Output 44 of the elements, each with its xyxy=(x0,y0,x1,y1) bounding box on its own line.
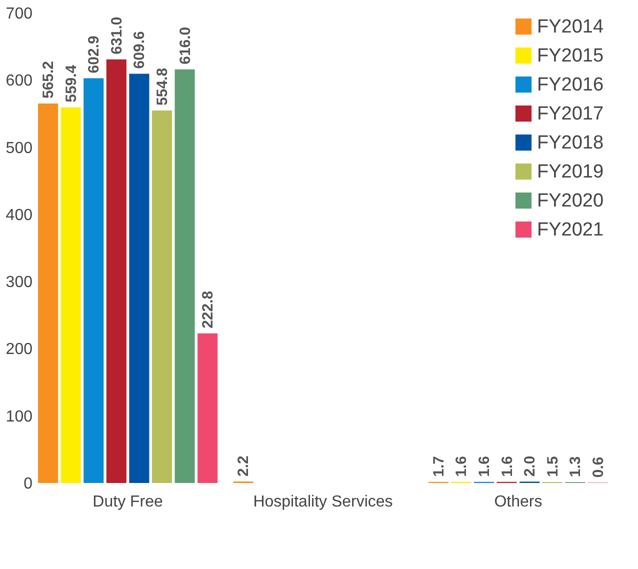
data-label: 2.0 xyxy=(522,456,539,477)
data-label: 1.6 xyxy=(476,456,494,477)
data-label: 616.0 xyxy=(176,26,194,64)
y-tick-label: 0 xyxy=(24,476,33,492)
y-tick-label: 100 xyxy=(6,408,33,426)
data-label: 222.8 xyxy=(200,290,217,328)
bar xyxy=(152,110,172,483)
x-tick-label: Others xyxy=(494,494,542,510)
data-label: 1.7 xyxy=(430,456,448,477)
data-label: 1.3 xyxy=(567,456,584,478)
y-tick-label: 600 xyxy=(6,72,33,90)
x-tick-label: Hospitality Services xyxy=(253,494,393,510)
y-tick-label: 500 xyxy=(6,140,33,157)
legend-label: FY2015 xyxy=(537,46,604,66)
data-label: 609.6 xyxy=(131,31,148,69)
data-label: 1.6 xyxy=(453,456,470,477)
bar xyxy=(198,333,218,483)
bar xyxy=(38,104,58,483)
data-label: 554.8 xyxy=(154,68,171,106)
legend-label: FY2014 xyxy=(537,16,604,38)
data-label: 559.4 xyxy=(62,64,80,102)
data-label: 2.2 xyxy=(235,456,252,477)
bar xyxy=(129,74,150,483)
data-label: 602.9 xyxy=(86,36,103,74)
data-label: 0.6 xyxy=(590,456,607,478)
data-label: 565.2 xyxy=(40,60,58,99)
y-tick-label: 200 xyxy=(6,341,33,358)
legend-label: FY2020 xyxy=(537,190,604,212)
x-tick-label: Duty Free xyxy=(92,494,164,510)
legend-label: FY2021 xyxy=(537,220,604,240)
bar xyxy=(106,59,126,483)
legend-label: FY2017 xyxy=(537,104,604,124)
legend-label: FY2019 xyxy=(537,162,604,182)
bar xyxy=(60,107,81,483)
legend-label: FY2018 xyxy=(537,132,604,154)
data-label: 1.6 xyxy=(498,456,516,477)
bar xyxy=(84,78,104,483)
y-tick-label: 700 xyxy=(6,6,33,22)
data-label: 631.0 xyxy=(108,16,126,54)
bar xyxy=(174,69,195,483)
y-tick-label: 400 xyxy=(6,206,33,224)
y-tick-label: 300 xyxy=(6,274,33,292)
data-label: 1.5 xyxy=(544,456,562,477)
legend-label: FY2016 xyxy=(537,74,604,96)
